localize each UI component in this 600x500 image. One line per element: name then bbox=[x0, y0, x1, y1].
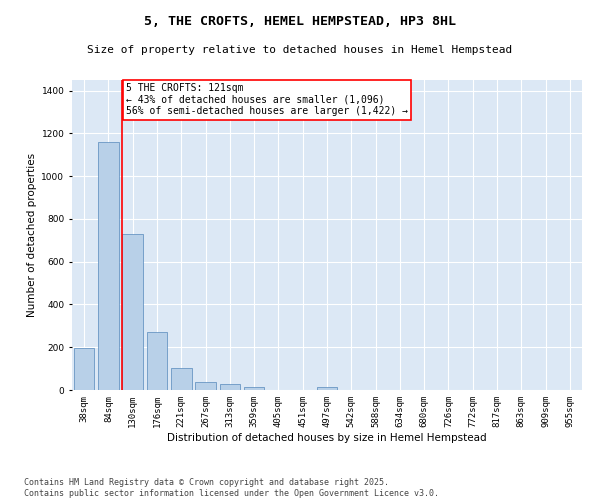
Bar bbox=[122, 234, 143, 390]
Bar bbox=[195, 382, 216, 390]
X-axis label: Distribution of detached houses by size in Hemel Hempstead: Distribution of detached houses by size … bbox=[167, 432, 487, 442]
Text: 5, THE CROFTS, HEMEL HEMPSTEAD, HP3 8HL: 5, THE CROFTS, HEMEL HEMPSTEAD, HP3 8HL bbox=[144, 15, 456, 28]
Bar bbox=[220, 384, 240, 390]
Bar bbox=[74, 348, 94, 390]
Bar bbox=[171, 368, 191, 390]
Bar bbox=[244, 388, 265, 390]
Text: 5 THE CROFTS: 121sqm
← 43% of detached houses are smaller (1,096)
56% of semi-de: 5 THE CROFTS: 121sqm ← 43% of detached h… bbox=[126, 83, 408, 116]
Bar bbox=[146, 332, 167, 390]
Bar bbox=[98, 142, 119, 390]
Text: Contains HM Land Registry data © Crown copyright and database right 2025.
Contai: Contains HM Land Registry data © Crown c… bbox=[24, 478, 439, 498]
Bar bbox=[317, 387, 337, 390]
Text: Size of property relative to detached houses in Hemel Hempstead: Size of property relative to detached ho… bbox=[88, 45, 512, 55]
Y-axis label: Number of detached properties: Number of detached properties bbox=[27, 153, 37, 317]
